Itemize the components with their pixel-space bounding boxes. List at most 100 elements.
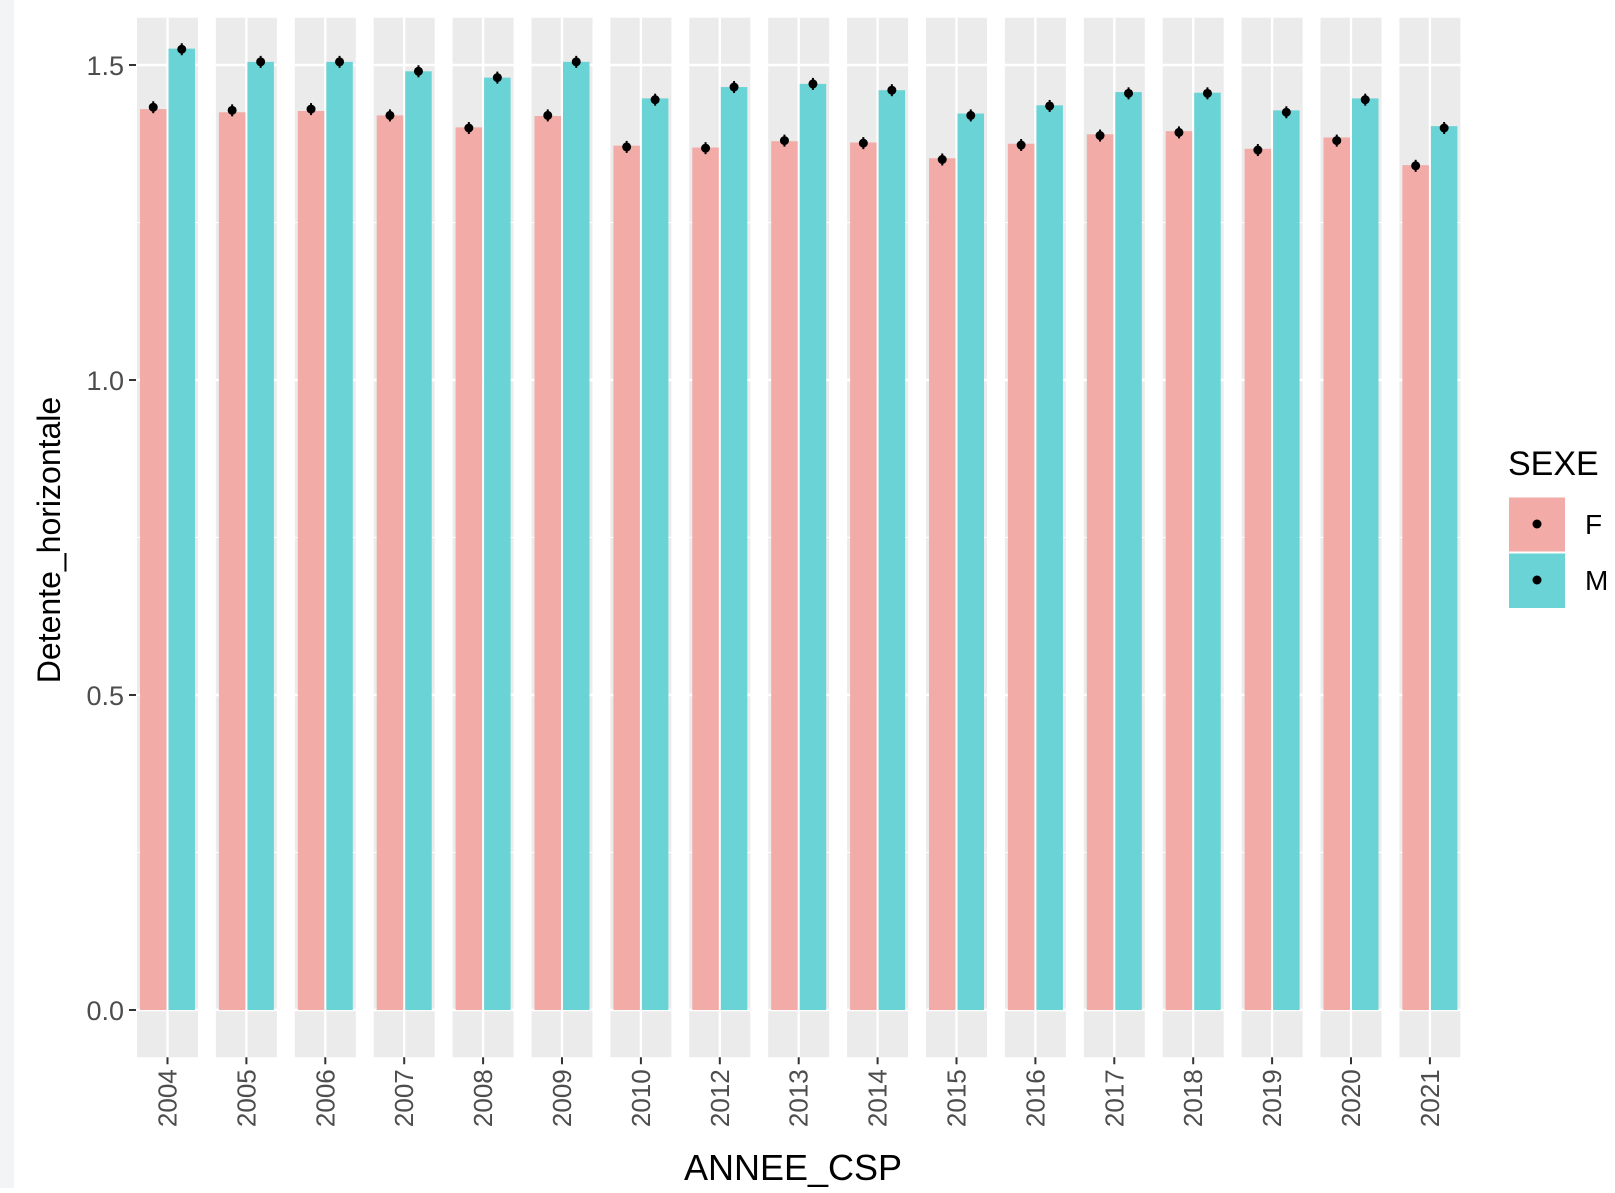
x-tick-label-2012: 2012 bbox=[705, 1069, 735, 1127]
bar-F-2008 bbox=[455, 127, 483, 1011]
x-tick-label-2017: 2017 bbox=[1099, 1069, 1129, 1127]
x-tick-label-2005: 2005 bbox=[231, 1069, 261, 1127]
facet-panel-2013 bbox=[768, 17, 830, 1058]
mean-point-F-2009 bbox=[543, 110, 553, 120]
mean-point-F-2017 bbox=[1095, 131, 1105, 141]
facet-panel-2010 bbox=[610, 17, 672, 1058]
mean-point-M-2018 bbox=[1202, 88, 1212, 98]
facet-panel-2020 bbox=[1320, 17, 1382, 1058]
left-edge-strip bbox=[0, 0, 14, 1188]
mean-point-M-2017 bbox=[1124, 88, 1134, 98]
x-tick-label-2014: 2014 bbox=[863, 1069, 893, 1127]
bar-M-2017 bbox=[1115, 92, 1142, 1011]
bar-F-2004 bbox=[140, 109, 167, 1011]
mean-point-M-2010 bbox=[650, 95, 660, 105]
bar-M-2009 bbox=[563, 61, 590, 1011]
bar-M-2013 bbox=[799, 83, 827, 1010]
y-axis-title: Detente_horizontale bbox=[31, 397, 67, 683]
mean-point-F-2005 bbox=[227, 105, 237, 115]
mean-point-M-2016 bbox=[1045, 101, 1055, 111]
legend-key-M: M bbox=[1509, 551, 1608, 608]
x-tick-label-2004: 2004 bbox=[153, 1069, 183, 1127]
bar-M-2005 bbox=[247, 61, 274, 1011]
bar-M-2010 bbox=[641, 98, 669, 1010]
x-tick-label-2019: 2019 bbox=[1257, 1069, 1287, 1127]
mean-point-F-2020 bbox=[1332, 136, 1342, 146]
bar-M-2019 bbox=[1273, 110, 1300, 1011]
bar-F-2007 bbox=[376, 115, 404, 1010]
legend-label-M: M bbox=[1585, 565, 1608, 596]
x-tick-label-2010: 2010 bbox=[626, 1069, 656, 1127]
mean-point-M-2014 bbox=[887, 85, 897, 95]
mean-point-F-2013 bbox=[779, 136, 789, 146]
x-tick-label-2018: 2018 bbox=[1178, 1069, 1208, 1127]
mean-point-F-2015 bbox=[937, 155, 947, 164]
legend-point-M bbox=[1532, 575, 1542, 585]
x-axis-title: ANNEE_CSP bbox=[684, 1147, 902, 1188]
x-tick-label-2013: 2013 bbox=[784, 1069, 814, 1127]
bar-M-2006 bbox=[326, 61, 353, 1011]
bar-M-2012 bbox=[720, 87, 748, 1011]
x-tick-label-2006: 2006 bbox=[310, 1069, 340, 1127]
mean-point-M-2007 bbox=[413, 66, 423, 76]
mean-point-F-2014 bbox=[858, 138, 868, 148]
facet-panel-2006 bbox=[294, 17, 356, 1058]
facet-panel-2012 bbox=[689, 17, 751, 1058]
facet-panel-2017 bbox=[1083, 17, 1145, 1058]
mean-point-M-2019 bbox=[1281, 107, 1291, 117]
x-tick-label-2008: 2008 bbox=[468, 1069, 498, 1127]
legend: SEXE FM bbox=[1508, 445, 1608, 608]
mean-point-F-2006 bbox=[306, 104, 316, 114]
mean-point-F-2021 bbox=[1411, 161, 1421, 171]
facet-panel-2016 bbox=[1004, 17, 1066, 1058]
mean-point-F-2018 bbox=[1174, 127, 1184, 137]
mean-point-F-2016 bbox=[1016, 140, 1026, 150]
x-tick-label-2016: 2016 bbox=[1020, 1069, 1050, 1127]
facet-panel-2014 bbox=[847, 17, 909, 1058]
bar-M-2016 bbox=[1036, 105, 1063, 1010]
y-axis: 0.0 0.5 1.0 1.5 bbox=[86, 51, 136, 1026]
facet-panel-2018 bbox=[1162, 17, 1224, 1058]
mean-point-F-2008 bbox=[464, 123, 474, 133]
x-axis: 2004 2005 2006 2007 2008 2009 2010 2012 2013 2014… bbox=[153, 1057, 1445, 1127]
bar-F-2015 bbox=[929, 158, 956, 1011]
mean-point-M-2012 bbox=[729, 82, 739, 92]
mean-point-M-2009 bbox=[571, 57, 581, 67]
mean-point-F-2010 bbox=[622, 142, 632, 152]
mean-point-M-2021 bbox=[1439, 123, 1449, 133]
x-tick-label-2007: 2007 bbox=[389, 1069, 419, 1127]
x-tick-label-2020: 2020 bbox=[1336, 1069, 1366, 1127]
mean-point-F-2007 bbox=[385, 110, 395, 120]
bar-M-2014 bbox=[878, 90, 906, 1010]
legend-key-F: F bbox=[1509, 495, 1602, 552]
bar-F-2006 bbox=[297, 110, 325, 1011]
mean-point-M-2020 bbox=[1360, 95, 1370, 105]
bar-F-2021 bbox=[1402, 165, 1429, 1011]
x-tick-label-2015: 2015 bbox=[942, 1069, 972, 1127]
facet-panel-2015 bbox=[926, 17, 987, 1058]
facet-panel-2019 bbox=[1241, 17, 1303, 1058]
mean-point-M-2006 bbox=[335, 57, 345, 67]
facet-panels bbox=[137, 17, 1461, 1058]
bar-M-2007 bbox=[405, 71, 432, 1011]
bar-F-2019 bbox=[1244, 148, 1272, 1011]
y-tick-label: 1.5 bbox=[86, 51, 124, 81]
bar-F-2020 bbox=[1323, 137, 1350, 1010]
mean-point-M-2004 bbox=[177, 44, 187, 54]
bar-F-2009 bbox=[534, 116, 561, 1010]
bar-M-2020 bbox=[1352, 98, 1379, 1010]
mean-point-M-2005 bbox=[256, 57, 266, 67]
bar-F-2014 bbox=[850, 142, 877, 1011]
bar-M-2021 bbox=[1430, 126, 1458, 1011]
mean-point-M-2015 bbox=[966, 110, 976, 120]
facet-panel-2021 bbox=[1399, 17, 1461, 1058]
bar-M-2008 bbox=[484, 77, 511, 1011]
bar-M-2004 bbox=[168, 48, 195, 1011]
bar-M-2015 bbox=[957, 113, 984, 1010]
bar-F-2016 bbox=[1007, 143, 1035, 1010]
bar-F-2012 bbox=[692, 147, 719, 1010]
x-tick-label-2021: 2021 bbox=[1415, 1069, 1445, 1127]
bar-F-2010 bbox=[613, 145, 640, 1010]
